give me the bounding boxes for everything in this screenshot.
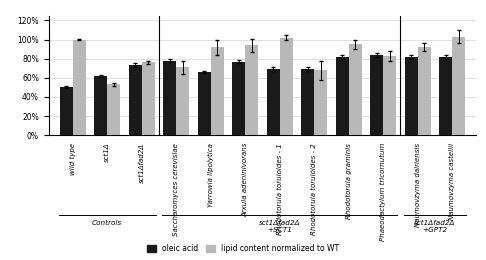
Legend: oleic acid, lipid content normalized to WT: oleic acid, lipid content normalized to … — [144, 241, 342, 256]
Bar — [163, 61, 176, 135]
Bar — [452, 37, 465, 135]
Bar — [279, 38, 293, 135]
Bar — [142, 62, 155, 135]
Text: sct1Δfad2Δ
+GPT2: sct1Δfad2Δ +GPT2 — [414, 220, 456, 233]
Text: Controls: Controls — [92, 220, 122, 226]
Bar — [301, 69, 314, 135]
Bar — [60, 87, 73, 135]
Bar — [335, 57, 348, 135]
Bar — [211, 47, 224, 135]
Bar — [198, 72, 211, 135]
Bar — [267, 69, 279, 135]
Bar — [348, 44, 362, 135]
Bar — [314, 70, 327, 135]
Bar — [107, 84, 121, 135]
Bar — [94, 76, 107, 135]
Bar — [245, 45, 258, 135]
Bar — [439, 57, 452, 135]
Bar — [417, 47, 431, 135]
Bar — [73, 40, 86, 135]
Bar — [370, 55, 383, 135]
Bar — [232, 62, 245, 135]
Bar — [176, 67, 190, 135]
Bar — [129, 65, 142, 135]
Bar — [383, 56, 396, 135]
Text: sct1Δfad2Δ
+SCT1: sct1Δfad2Δ +SCT1 — [259, 220, 300, 233]
Bar — [404, 57, 417, 135]
